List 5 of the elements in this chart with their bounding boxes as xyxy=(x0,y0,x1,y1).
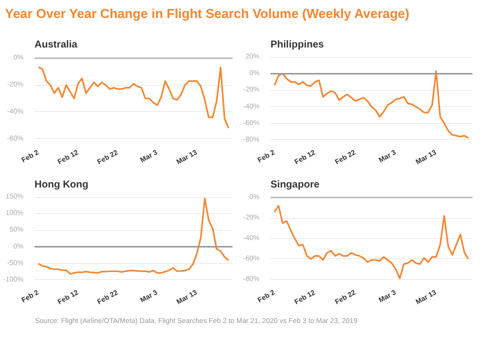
chart-title: Hong Kong xyxy=(34,180,88,190)
chart-title: Philippines xyxy=(270,40,324,50)
chart-title: Singapore xyxy=(270,180,320,190)
text: Year Over Year Change in Flight Search Volume (Weekly Average) xyxy=(5,6,410,21)
chart-title: Australia xyxy=(34,40,78,50)
